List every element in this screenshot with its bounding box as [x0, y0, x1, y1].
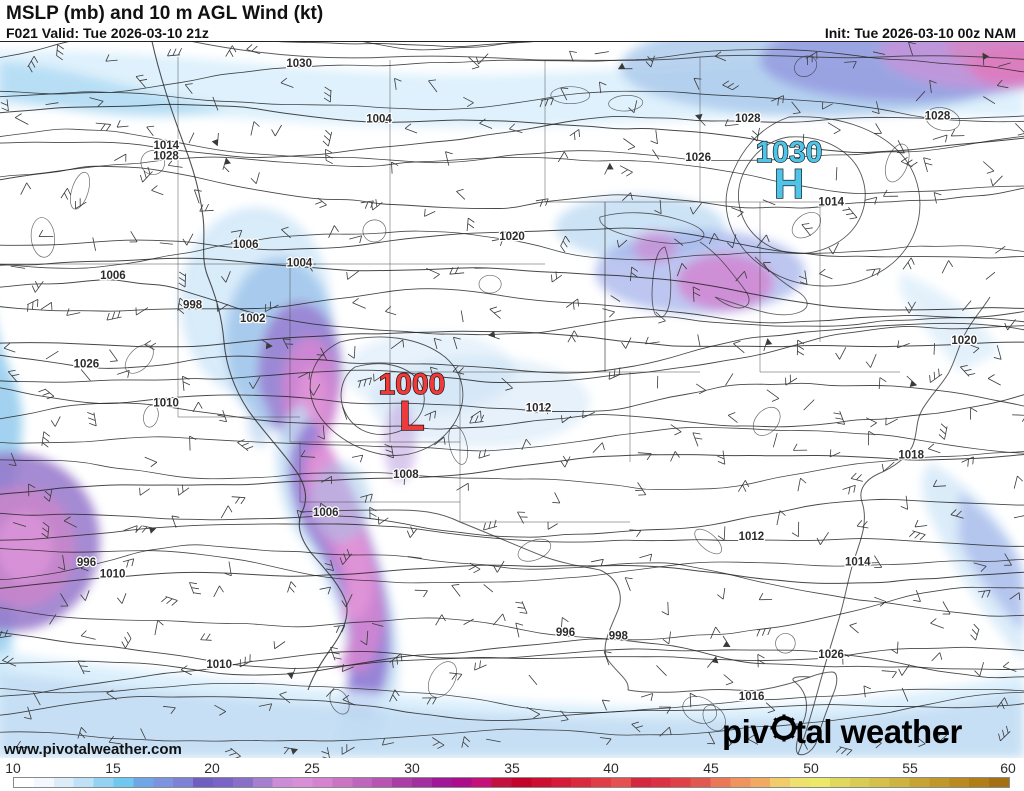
svg-text:1014: 1014: [845, 557, 871, 569]
svg-text:1028: 1028: [925, 110, 951, 122]
svg-text:1006: 1006: [100, 270, 126, 282]
svg-text:996: 996: [77, 557, 96, 569]
svg-text:L: L: [399, 392, 425, 439]
svg-text:1020: 1020: [951, 335, 977, 347]
svg-text:1016: 1016: [739, 691, 765, 703]
svg-text:1004: 1004: [287, 258, 313, 270]
svg-text:tal weather: tal weather: [795, 713, 963, 750]
svg-text:1010: 1010: [100, 569, 126, 581]
svg-text:H: H: [774, 160, 804, 207]
svg-text:1012: 1012: [739, 531, 765, 543]
svg-text:1010: 1010: [206, 659, 232, 671]
svg-text:998: 998: [183, 300, 203, 312]
svg-text:1028: 1028: [735, 113, 761, 125]
svg-text:1014: 1014: [818, 196, 844, 208]
svg-text:1012: 1012: [526, 402, 552, 414]
svg-text:996: 996: [343, 42, 362, 43]
svg-text:1028: 1028: [153, 150, 179, 162]
svg-text:1030: 1030: [286, 58, 312, 70]
svg-text:1010: 1010: [153, 398, 179, 410]
svg-text:piv: piv: [722, 713, 769, 750]
svg-text:1006: 1006: [313, 507, 339, 519]
svg-text:1008: 1008: [393, 469, 419, 481]
svg-text:1026: 1026: [818, 649, 844, 661]
svg-text:1020: 1020: [499, 231, 525, 243]
svg-text:1018: 1018: [898, 449, 924, 461]
svg-text:1002: 1002: [240, 313, 266, 325]
svg-text:996: 996: [556, 627, 575, 639]
svg-text:1026: 1026: [685, 152, 711, 164]
svg-text:1006: 1006: [233, 239, 259, 251]
svg-text:998: 998: [609, 631, 629, 643]
svg-text:1026: 1026: [74, 359, 100, 371]
svg-text:1004: 1004: [366, 114, 392, 126]
